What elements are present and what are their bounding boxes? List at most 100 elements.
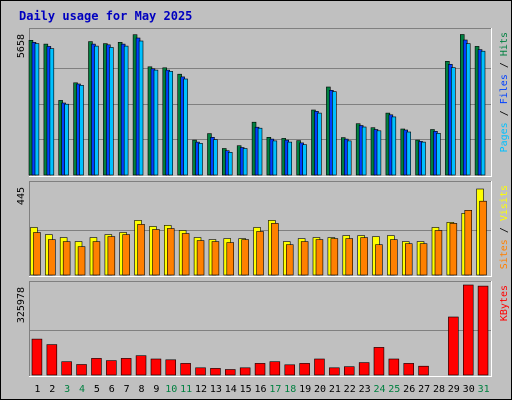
bar-kbytes-day-16 xyxy=(254,363,266,376)
bar-kbytes-day-1 xyxy=(31,338,43,376)
day-label: 11 xyxy=(180,384,192,395)
chart-panels: 5658 Pages / Files / Hits 445 Sites / Visit… xyxy=(16,28,510,377)
series-label-segment: Hits xyxy=(499,32,510,56)
bar-sites-day-22 xyxy=(345,238,353,276)
bar-kbytes-day-6 xyxy=(106,360,117,376)
chart-title: Daily usage for May 2025 xyxy=(19,9,192,23)
series-label-segment: / xyxy=(499,104,510,122)
bar-pages-day-5 xyxy=(94,45,99,176)
bar-pages-day-29 xyxy=(451,67,456,176)
bar-sites-day-19 xyxy=(300,241,309,276)
day-label: 15 xyxy=(240,384,252,395)
day-label: 2 xyxy=(49,384,55,395)
day-label: 21 xyxy=(329,384,341,395)
bar-sites-day-30 xyxy=(464,210,472,276)
panel-3: 325978 KBytes xyxy=(16,281,510,377)
bar-sites-day-10 xyxy=(167,228,175,276)
bar-kbytes-day-10 xyxy=(165,359,177,376)
bar-kbytes-day-19 xyxy=(299,363,310,376)
panel-series-label: Sites / Visits xyxy=(499,185,510,269)
day-label: 3 xyxy=(64,384,70,395)
bar-kbytes-day-11 xyxy=(180,363,191,376)
bar-sites-day-18 xyxy=(285,244,294,276)
panel-max-label: 5658 xyxy=(16,34,27,58)
bar-kbytes-day-15 xyxy=(239,367,251,376)
bar-sites-day-7 xyxy=(122,234,130,276)
bar-sites-day-14 xyxy=(226,242,235,276)
day-label: 9 xyxy=(153,384,159,395)
day-label: 14 xyxy=(225,384,237,395)
bar-sites-day-20 xyxy=(315,239,324,276)
bar-sites-day-9 xyxy=(152,229,160,276)
bar-pages-day-6 xyxy=(109,47,114,176)
bar-sites-day-6 xyxy=(107,236,116,276)
day-axis-labels: 1 2 3 4 5 6 7 8 9 10 11 12 13 14 15 16 17 18 19 20 21 22 23 24 2… xyxy=(34,384,489,395)
panel-2: 445 Sites / Visits xyxy=(16,181,510,277)
bar-pages-day-20 xyxy=(317,112,322,176)
bar-pages-day-26 xyxy=(406,131,411,176)
bar-sites-day-3 xyxy=(62,241,71,276)
bar-pages-day-7 xyxy=(123,45,129,176)
bar-sites-day-8 xyxy=(137,224,145,276)
series-label-segment: Sites xyxy=(499,239,510,269)
bar-kbytes-day-24 xyxy=(373,347,385,376)
bar-sites-day-23 xyxy=(360,237,368,276)
bar-sites-day-15 xyxy=(241,239,249,276)
bar-sites-day-24 xyxy=(375,244,383,276)
bar-sites-day-2 xyxy=(48,239,56,276)
bar-pages-day-19 xyxy=(302,144,307,176)
bar-pages-day-23 xyxy=(361,126,367,176)
bar-kbytes-day-23 xyxy=(358,362,370,376)
bar-pages-day-18 xyxy=(287,141,292,176)
bar-kbytes-day-21 xyxy=(329,367,340,376)
bar-kbytes-day-4 xyxy=(76,364,87,376)
day-label: 28 xyxy=(433,384,445,395)
panel-series-label: Pages / Files / Hits xyxy=(499,32,510,152)
bar-kbytes-day-18 xyxy=(284,364,295,376)
bar-kbytes-day-12 xyxy=(195,367,206,376)
bar-sites-day-16 xyxy=(256,231,264,276)
day-label: 5 xyxy=(94,384,100,395)
day-label: 4 xyxy=(79,384,85,395)
day-label: 29 xyxy=(448,384,460,395)
bar-pages-day-25 xyxy=(391,116,397,176)
bar-pages-day-3 xyxy=(64,103,69,176)
series-label-segment: KBytes xyxy=(499,285,510,321)
panel-max-label: 325978 xyxy=(16,287,27,323)
bar-kbytes-day-26 xyxy=(403,363,414,376)
bar-pages-day-15 xyxy=(242,148,248,176)
series-label-segment: Files xyxy=(499,74,510,104)
bar-pages-day-1 xyxy=(34,43,40,176)
bar-sites-day-1 xyxy=(33,232,41,276)
bar-kbytes-day-2 xyxy=(46,344,58,376)
bar-kbytes-day-8 xyxy=(135,355,147,376)
day-label: 7 xyxy=(124,384,130,395)
bar-kbytes-day-13 xyxy=(210,368,221,376)
bar-pages-day-2 xyxy=(49,48,55,176)
bar-pages-day-21 xyxy=(332,91,337,176)
bar-pages-day-8 xyxy=(138,40,144,176)
bar-kbytes-day-7 xyxy=(120,358,132,376)
bar-pages-day-10 xyxy=(168,71,174,176)
panel-max-label: 445 xyxy=(16,187,27,205)
bar-kbytes-day-20 xyxy=(314,358,325,376)
day-label: 19 xyxy=(299,384,311,395)
bar-pages-day-22 xyxy=(346,140,352,176)
bar-sites-day-4 xyxy=(77,246,86,276)
bar-kbytes-day-14 xyxy=(225,369,236,376)
day-label: 12 xyxy=(195,384,207,395)
bar-kbytes-day-29 xyxy=(448,316,459,376)
day-label: 23 xyxy=(359,384,371,395)
bar-sites-day-17 xyxy=(271,223,279,276)
bar-pages-day-17 xyxy=(272,140,278,176)
series-label-segment: Visits xyxy=(499,185,510,221)
day-label: 20 xyxy=(314,384,326,395)
day-label: 1 xyxy=(34,384,40,395)
bar-sites-day-25 xyxy=(390,239,398,276)
bar-pages-day-16 xyxy=(257,127,263,176)
bar-pages-day-12 xyxy=(198,143,203,176)
bar-kbytes-day-30 xyxy=(462,284,474,376)
bar-kbytes-day-9 xyxy=(150,358,162,376)
